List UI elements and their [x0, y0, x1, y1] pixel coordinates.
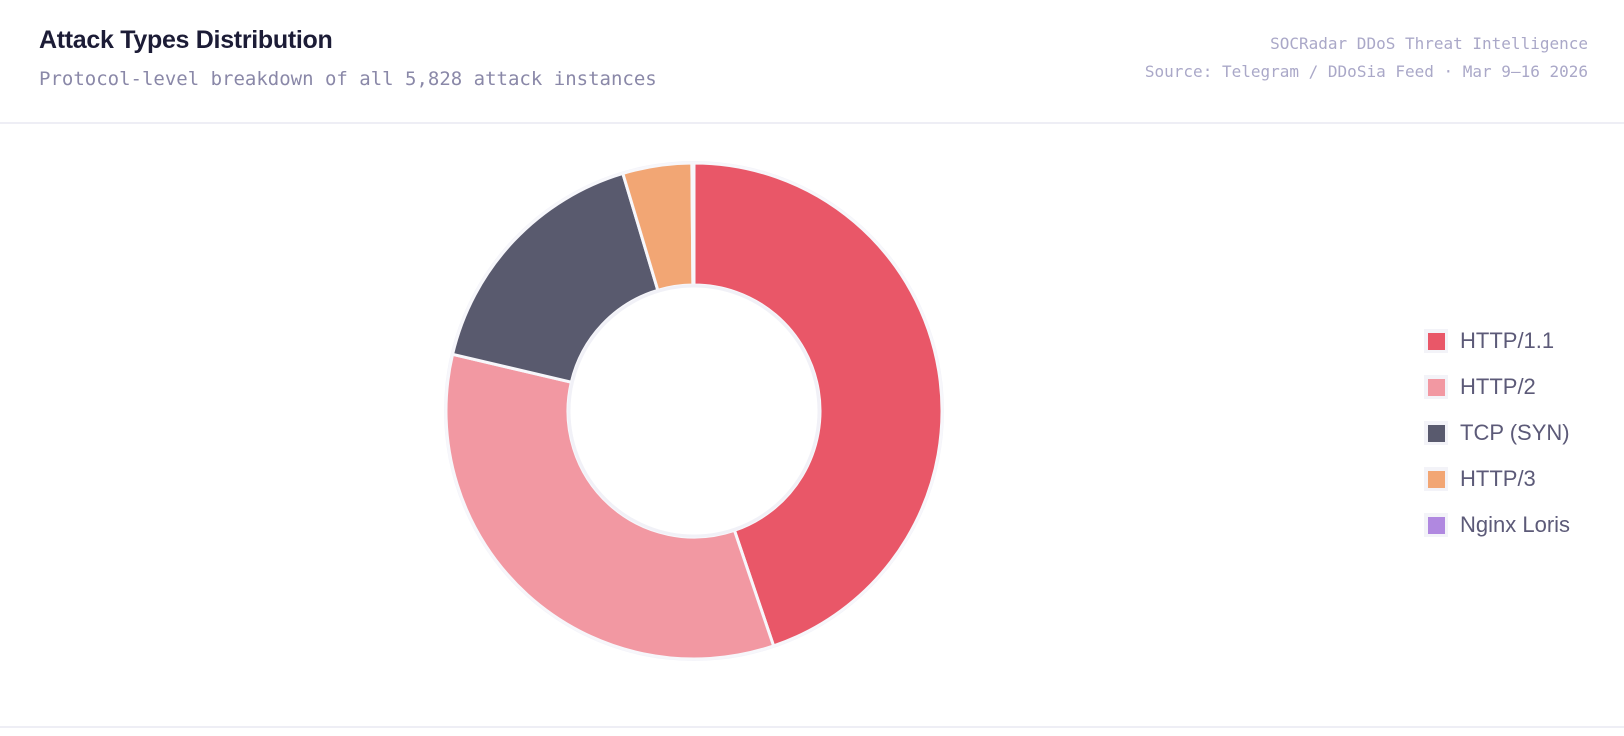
chart-subtitle: Protocol-level breakdown of all 5,828 at… — [39, 68, 657, 90]
legend-swatch-icon — [1427, 332, 1445, 350]
legend-swatch-icon — [1427, 378, 1445, 396]
legend-swatch-icon — [1427, 516, 1445, 534]
source-meta: SOCRadar DDoS Threat Intelligence Source… — [1145, 30, 1588, 86]
legend-item-http11[interactable]: HTTP/1.1 — [1424, 318, 1570, 364]
donut-segment-nginx-loris[interactable] — [690, 161, 696, 287]
legend-item-http2[interactable]: HTTP/2 — [1424, 364, 1570, 410]
legend-label: HTTP/3 — [1460, 466, 1536, 491]
chart-header: Attack Types Distribution Protocol-level… — [0, 0, 1624, 124]
bottom-divider — [0, 726, 1624, 728]
legend-item-tcp-syn[interactable]: TCP (SYN) — [1424, 410, 1570, 456]
source-feed: Source: Telegram / DDoSia Feed · Mar 9–1… — [1144, 62, 1588, 81]
source-org: SOCRadar DDoS Threat Intelligence — [1270, 34, 1588, 53]
legend-label: HTTP/2 — [1460, 374, 1536, 399]
legend-swatch-icon — [1427, 470, 1445, 488]
legend-label: TCP (SYN) — [1460, 420, 1570, 445]
legend-item-nginx-loris[interactable]: Nginx Loris — [1424, 502, 1570, 548]
chart-area: HTTP/1.1 HTTP/2 TCP (SYN) HTTP/3 Nginx L… — [0, 124, 1624, 728]
legend-swatch-icon — [1427, 424, 1445, 442]
legend-label: Nginx Loris — [1460, 512, 1571, 537]
legend-item-http3[interactable]: HTTP/3 — [1424, 456, 1570, 502]
chart-title: Attack Types Distribution — [39, 26, 333, 54]
donut-chart — [444, 161, 944, 661]
chart-legend: HTTP/1.1 HTTP/2 TCP (SYN) HTTP/3 Nginx L… — [1424, 318, 1570, 548]
legend-label: HTTP/1.1 — [1460, 328, 1555, 353]
